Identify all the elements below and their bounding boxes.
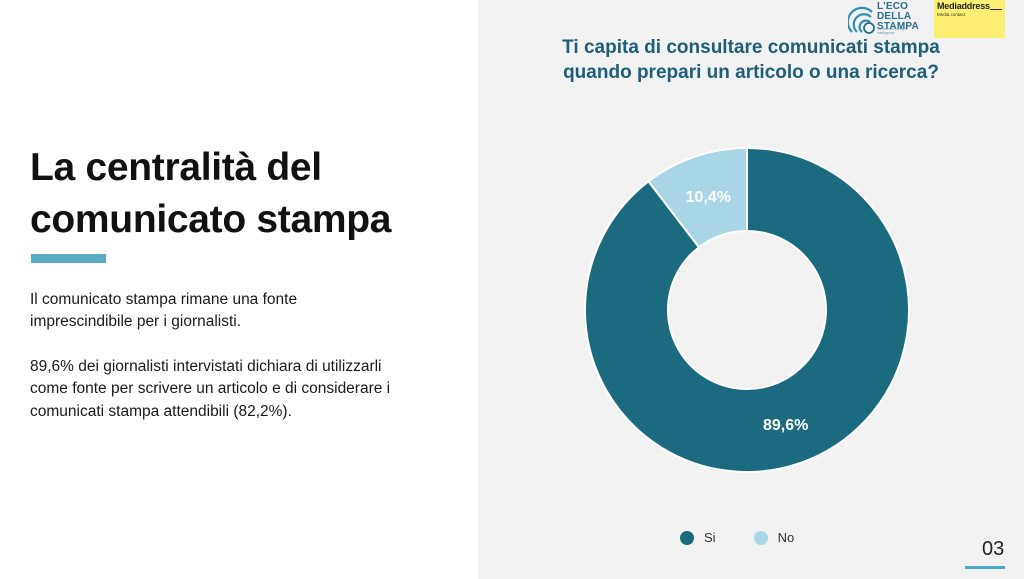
body-paragraph-1: Il comunicato stampa rimane una fonte im… — [30, 289, 460, 334]
body-paragraph-2: 89,6% dei giornalisti intervistati dichi… — [30, 356, 460, 423]
legend-swatch-si — [680, 530, 694, 545]
slide-title-line-2: comunicato stampa — [30, 197, 392, 241]
mediaddress-logo-sub: Media contact — [937, 12, 966, 17]
chart-legend: Si No — [680, 530, 832, 545]
mediaddress-logo: Mediaddress Media contact — [934, 0, 1005, 38]
donut-chart: 89,6% 10,4% — [584, 146, 910, 473]
body-paragraph-1-line-1: Il comunicato stampa rimane una fonte — [30, 291, 298, 308]
eco-logo-line-3: STAMPA — [877, 21, 919, 32]
body-paragraph-2-line-1: 89,6% dei giornalisti intervistati dichi… — [30, 358, 382, 375]
page-number-underline — [965, 566, 1005, 569]
eco-logo-line-1: L'ECO — [877, 1, 909, 12]
body-paragraph-1-line-2: imprescindibile per i giornalisti. — [30, 313, 242, 331]
body-paragraph-2-line-3: comunicati stampa attendibili (82,2%). — [30, 402, 292, 420]
chart-title-line-1: Ti capita di consultare comunicati stamp… — [562, 37, 940, 58]
mediaddress-logo-underline — [990, 9, 1002, 10]
left-panel — [0, 0, 478, 579]
chart-panel: Ti capita di consultare comunicati stamp… — [478, 0, 1024, 579]
legend-item-si: Si — [680, 530, 716, 545]
donut-label-no: 10,4% — [686, 189, 731, 206]
eco-logo-tagline: media monitoring & intelligence — [877, 27, 908, 36]
eco-della-stampa-logo-icon — [848, 6, 875, 34]
mediaddress-logo-name: Mediaddress — [937, 1, 990, 11]
body-paragraph-2-line-2: come fonte per scrivere un articolo e di… — [30, 380, 391, 398]
legend-item-no: No — [753, 530, 795, 545]
eco-logo-line-2: DELLA — [877, 11, 912, 22]
slide-title: La centralità del comunicato stampa — [30, 142, 470, 246]
donut-slice-si — [584, 146, 910, 473]
chart-title: Ti capita di consultare comunicati stamp… — [478, 36, 1024, 85]
slide-title-line-1: La centralità del — [30, 146, 322, 189]
eco-della-stampa-logo: L'ECO DELLA STAMPA — [877, 2, 919, 32]
legend-label-no: No — [777, 530, 795, 545]
chart-title-line-2: quando prepari un articolo o una ricerca… — [563, 61, 939, 83]
donut-label-si: 89,6% — [763, 417, 808, 434]
legend-swatch-no — [753, 530, 768, 545]
title-accent-bar — [31, 254, 106, 263]
donut-slice-no — [647, 146, 748, 249]
legend-label-si: Si — [704, 530, 716, 545]
page-number: 03 — [982, 538, 1005, 560]
